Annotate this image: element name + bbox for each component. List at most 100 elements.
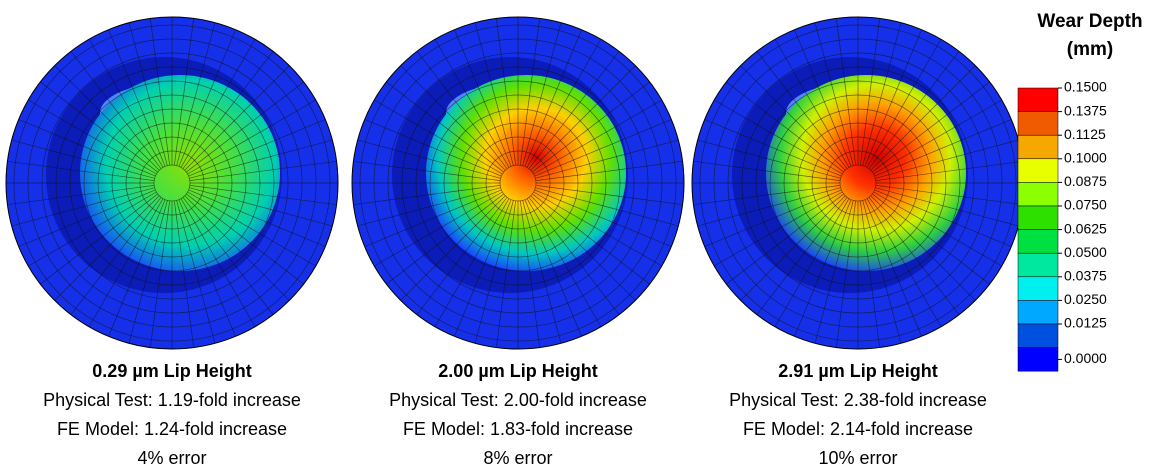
mesh-line [474,22,514,166]
mesh-line [534,189,672,247]
mesh-line [868,197,960,315]
mesh-line [714,191,843,267]
mesh-line [693,160,841,181]
mesh-line [530,65,636,171]
mesh-line [149,200,170,348]
panel-caption: Physical Test: 2.00-fold increase [389,390,647,410]
legend-swatch [1017,205,1059,230]
mesh-line [532,193,650,285]
mesh-line [374,191,503,267]
mesh-line [697,139,841,179]
mesh-line [434,39,510,168]
panel-title: 0.29 µm Lip Height [92,361,251,381]
mesh-line [870,65,976,171]
mesh-line [174,200,195,348]
mesh-line [522,22,562,166]
mesh-line [357,187,501,227]
mesh-line [835,200,856,348]
panel-caption: 10% error [818,448,897,468]
mesh-line [535,160,683,181]
mesh-line [697,187,841,227]
mesh-line [184,195,290,301]
mesh-line [872,81,990,173]
mesh-line [40,81,158,173]
mesh-line [7,160,155,181]
legend-label: 0.0875 [1064,173,1107,189]
mesh-line [70,197,162,315]
mesh-line [524,199,582,337]
mesh-line [416,197,508,315]
mesh-line [416,51,508,169]
mesh-line [814,22,854,166]
mesh-line [7,185,155,206]
mesh-line [187,99,316,175]
mesh-line [353,185,501,206]
mesh-line [873,191,1002,267]
mesh-line [526,198,602,327]
mesh-line [386,81,504,173]
mesh-line [726,81,844,173]
mesh-line [353,160,501,181]
mesh-line [364,119,502,177]
mesh-line [128,200,168,344]
mesh-line [434,198,510,327]
panel-title: 2.00 µm Lip Height [438,361,597,381]
mesh-line [794,199,852,337]
mesh-line [726,193,844,285]
mesh-line [860,18,881,166]
mesh-line [495,200,516,348]
mesh-line [189,160,337,181]
mesh-line [189,139,333,179]
legend-swatch [1017,182,1059,207]
mesh-line [875,160,1023,181]
mesh-line [522,200,562,344]
mesh-line [520,200,541,348]
legend-swatch [1017,300,1059,325]
mesh-line [40,193,158,285]
panel-caption: 8% error [483,448,552,468]
mesh-line [357,139,501,179]
mesh-line [533,99,662,175]
mesh-line [149,18,170,166]
mesh-line [756,51,848,169]
legend-swatch [1017,252,1059,278]
legend-swatch [1017,347,1059,372]
mesh-line [28,99,157,175]
panel-caption: Physical Test: 2.38-fold increase [729,390,987,410]
fe-disc [691,16,1025,350]
legend-label: 0.0375 [1064,268,1107,284]
mesh-line [794,29,852,167]
mesh-line [70,51,162,169]
mesh-line [178,199,236,337]
mesh-line [866,39,942,168]
legend-label: 0.0500 [1064,244,1107,260]
legend-title: Wear Depth [1037,11,1142,32]
mesh-line [189,185,337,206]
discs [5,16,1025,350]
mesh-line [187,191,316,267]
mesh-line [474,200,514,344]
mesh-line [774,39,850,168]
legend-label: 0.1375 [1064,102,1107,118]
mesh-line [128,22,168,166]
fe-disc [351,16,685,350]
mesh-line [176,22,216,166]
mesh-line [495,18,516,166]
mesh-line [526,39,602,168]
mesh-line [875,185,1023,206]
mesh-line [184,65,290,171]
mesh-line [186,193,304,285]
mesh-line [814,200,854,344]
legend-swatch [1017,111,1059,136]
mesh-line [11,187,155,227]
mesh-line [756,197,848,315]
wear-surface [80,75,280,271]
mesh-line [18,119,156,177]
mesh-line [54,195,160,301]
mesh-line [774,198,850,327]
legend-swatch [1017,87,1059,112]
mesh-line [872,193,990,285]
legend-label: 0.1000 [1064,150,1107,166]
mesh-line [524,29,582,167]
